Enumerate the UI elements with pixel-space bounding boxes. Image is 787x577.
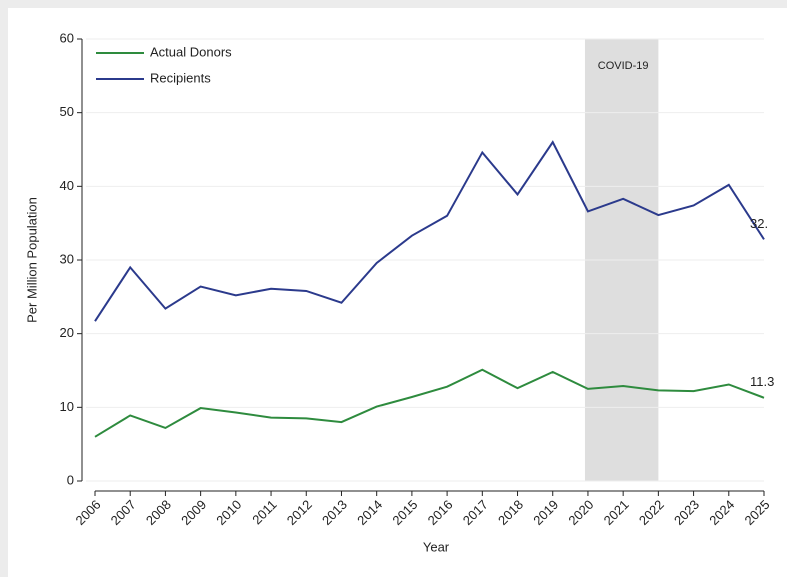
y-tick-label: 50 xyxy=(60,104,74,119)
y-tick-label: 30 xyxy=(60,251,74,266)
y-axis-label: Per Million Population xyxy=(24,197,39,323)
y-tick-label: 40 xyxy=(60,178,74,193)
y-tick-label: 0 xyxy=(67,472,74,487)
chart-background xyxy=(8,8,787,577)
series-line xyxy=(94,140,765,322)
x-axis-label: Year xyxy=(423,539,450,554)
y-tick-label: 20 xyxy=(60,325,74,340)
y-tick-label: 10 xyxy=(60,399,74,414)
shaded-region-label: COVID-19 xyxy=(598,60,649,72)
value-label: 11.3 xyxy=(750,374,774,389)
value-label: 32. xyxy=(750,216,768,231)
y-tick-label: 60 xyxy=(60,30,74,45)
legend-label: Recipients xyxy=(150,70,211,85)
series-line xyxy=(94,368,765,438)
legend-label: Actual Donors xyxy=(150,44,232,59)
